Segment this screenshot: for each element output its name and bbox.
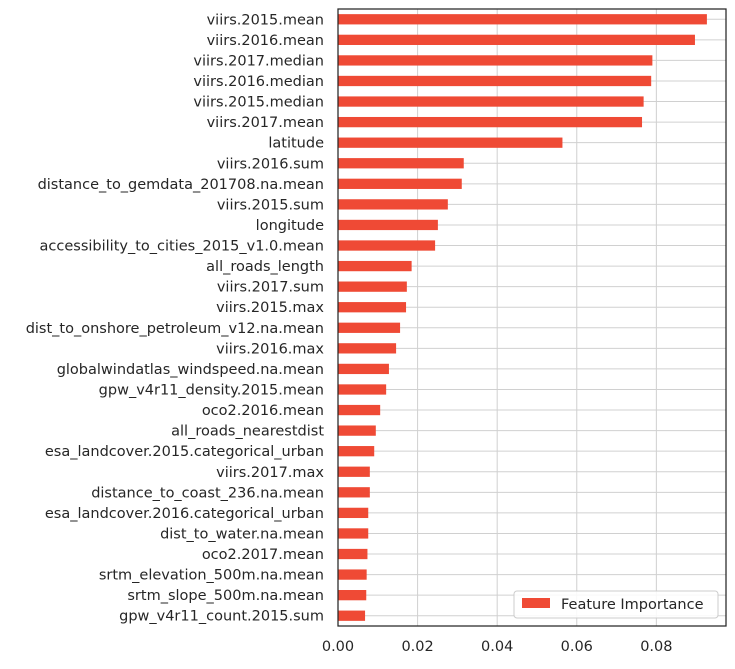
y-tick-label: gpw_v4r11_density.2015.mean [99, 382, 324, 398]
y-tick-label: accessibility_to_cities_2015_v1.0.mean [40, 239, 324, 255]
bar [338, 507, 369, 519]
y-tick-label: esa_landcover.2016.categorical_urban [45, 506, 324, 522]
y-tick-label: viirs.2015.mean [207, 12, 324, 28]
x-tick-label: 0.06 [561, 639, 593, 655]
y-tick-label: viirs.2016.mean [207, 33, 324, 49]
y-tick-label: globalwindatlas_windspeed.na.mean [57, 362, 324, 378]
y-tick-label: viirs.2017.max [216, 465, 324, 481]
legend-swatch [522, 598, 550, 608]
legend-label: Feature Importance [561, 597, 704, 613]
y-tick-label: gpw_v4r11_count.2015.sum [119, 609, 324, 625]
legend: Feature Importance [513, 590, 719, 619]
y-tick-label: latitude [268, 136, 324, 152]
y-tick-label: all_roads_length [206, 259, 324, 275]
bar [338, 528, 369, 539]
bar-layer [338, 14, 707, 621]
y-tick-label: longitude [256, 218, 324, 234]
bar [338, 363, 389, 375]
y-tick-label: distance_to_coast_236.na.mean [91, 485, 324, 501]
bar [338, 446, 375, 457]
y-tick-label: viirs.2015.sum [217, 197, 324, 213]
y-tick-label: oco2.2016.mean [202, 403, 324, 419]
x-tick-labels: 0.00 0.02 0.04 0.06 0.08 [322, 639, 673, 655]
plot-frame [337, 8, 727, 627]
bar [338, 219, 438, 231]
bar [338, 590, 367, 601]
bar [338, 343, 397, 354]
y-tick-label: viirs.2016.sum [217, 156, 324, 172]
bar [338, 14, 707, 25]
bar [338, 55, 653, 66]
legend-box [513, 590, 719, 619]
y-tick-label: viirs.2016.median [193, 74, 324, 90]
bar [338, 569, 367, 580]
y-tick-label: dist_to_onshore_petroleum_v12.na.mean [26, 321, 324, 337]
y-tick-label: viirs.2017.sum [217, 280, 324, 296]
y-tick-label: srtm_elevation_500m.na.mean [99, 568, 324, 584]
bar [338, 404, 381, 416]
y-tick-label: srtm_slope_500m.na.mean [127, 588, 324, 604]
bar [338, 137, 563, 148]
bar [338, 487, 370, 498]
y-tick-label: dist_to_water.na.mean [160, 526, 324, 542]
bar [338, 384, 387, 395]
bar [338, 548, 368, 560]
y-tick-label: viirs.2015.median [193, 95, 324, 111]
y-tick-labels: viirs.2015.mean viirs.2016.mean viirs.2017… [26, 12, 325, 624]
bar [338, 75, 652, 87]
bar [338, 425, 376, 436]
bar [338, 466, 370, 477]
bar [338, 34, 695, 45]
y-tick-label: viirs.2016.max [216, 341, 324, 357]
bar [338, 610, 366, 621]
y-tick-label: viirs.2017.mean [207, 115, 324, 131]
y-tick-label: esa_landcover.2015.categorical_urban [45, 444, 324, 460]
bar [338, 199, 448, 210]
bar [338, 281, 407, 292]
bar [338, 302, 407, 313]
bar [338, 322, 401, 333]
bar [338, 240, 436, 251]
bar [338, 116, 643, 128]
x-tick-label: 0.04 [481, 639, 513, 655]
y-tick-label: all_roads_nearestdist [171, 424, 324, 440]
bar [338, 96, 644, 107]
y-tick-label: viirs.2015.max [216, 300, 324, 316]
y-tick-label: viirs.2017.median [193, 53, 324, 69]
bar [338, 178, 462, 189]
x-tick-label: 0.00 [322, 639, 354, 655]
y-tick-label: distance_to_gemdata_201708.na.mean [38, 177, 324, 193]
bar [338, 158, 464, 169]
bar [338, 260, 412, 272]
y-tick-label: oco2.2017.mean [202, 547, 324, 563]
x-tick-label: 0.02 [401, 639, 433, 655]
x-tick-label: 0.08 [640, 639, 672, 655]
